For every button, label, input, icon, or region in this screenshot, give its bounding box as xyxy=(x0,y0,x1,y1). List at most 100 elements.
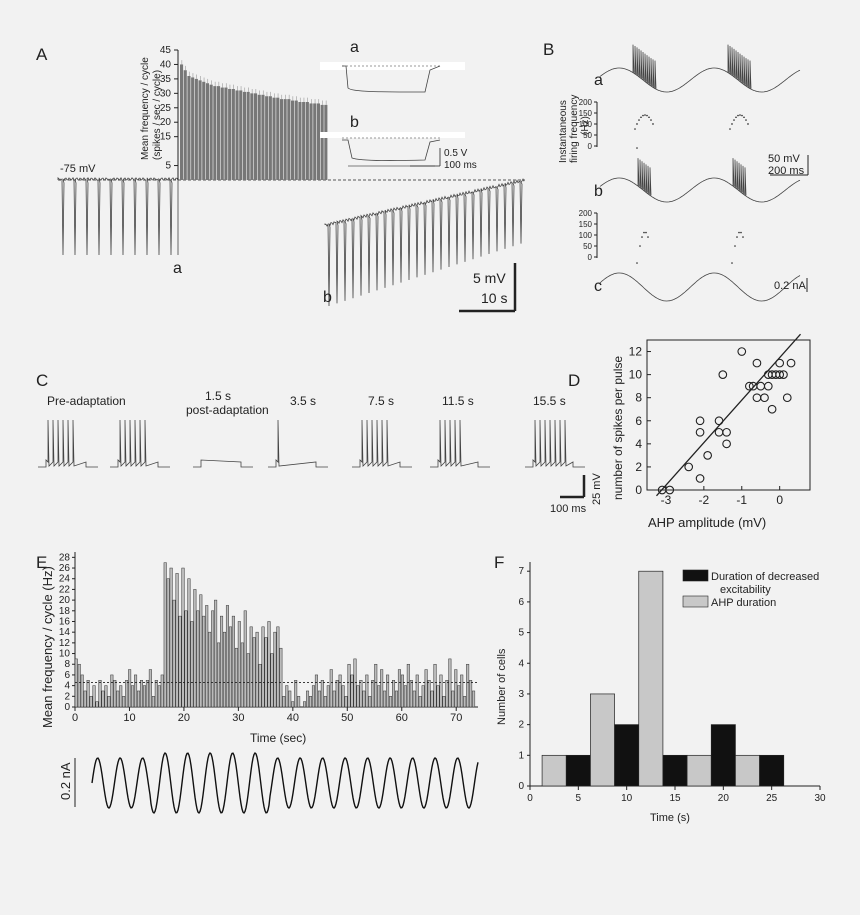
e-bar xyxy=(74,658,78,708)
inset-y-tick-label: 30 xyxy=(160,88,172,99)
e-current-label: 0.2 nA xyxy=(58,762,73,800)
e-y-tick-label: 12 xyxy=(59,638,71,649)
e-bar xyxy=(386,674,390,708)
inset-bar xyxy=(202,81,206,180)
ifr-dot xyxy=(739,114,741,116)
inset-bar xyxy=(320,104,324,180)
e-bar xyxy=(454,669,458,708)
e-bar xyxy=(439,674,443,708)
inset-step-a-label: a xyxy=(350,39,359,56)
d-point xyxy=(763,381,773,391)
d-point xyxy=(684,462,694,472)
ifr-tick-label: 0 xyxy=(588,253,593,262)
ifr-tick-label: 150 xyxy=(579,109,593,118)
inset-bar xyxy=(316,103,320,180)
e-bar xyxy=(335,680,339,708)
f-x-tick-label: 15 xyxy=(669,793,681,804)
ifr-dot xyxy=(641,236,643,238)
ifr-dot xyxy=(636,262,638,264)
ifr-dot xyxy=(731,262,733,264)
inset-bar xyxy=(324,104,328,180)
f-bar-ahp xyxy=(541,754,567,787)
inset-bar xyxy=(283,99,287,180)
d-point xyxy=(665,485,675,495)
e-bar xyxy=(469,680,473,708)
scatter-ahp-vs-spikes: -3 -2 -1 0 0 2 4 6 8 10 12 xyxy=(629,333,811,507)
inset-y-tick-label: 35 xyxy=(160,74,172,85)
e-bar xyxy=(243,610,247,708)
e-bar xyxy=(181,567,185,708)
ifr-dot xyxy=(652,123,654,125)
d-point xyxy=(775,370,785,379)
e-bar xyxy=(311,685,315,708)
d-point xyxy=(779,370,788,379)
f-ylabel: Number of cells xyxy=(496,648,508,725)
c-title-pre: Pre-adaptation xyxy=(47,394,126,408)
e-bar xyxy=(303,701,307,708)
inset-bar xyxy=(205,83,209,180)
scale-mv-label: 5 mV xyxy=(473,270,506,286)
inset-bar xyxy=(309,103,313,180)
e-y-tick-label: 2 xyxy=(64,691,70,702)
panel-label-d: D xyxy=(568,371,580,390)
d-point xyxy=(722,427,731,437)
ifr-ylabel-1: Instantaneous xyxy=(558,100,569,163)
d-xlabel: AHP amplitude (mV) xyxy=(648,515,766,530)
inset-bar xyxy=(313,103,317,180)
e-bar xyxy=(427,680,431,708)
e-y-tick-label: 10 xyxy=(59,649,71,660)
current-trace-bc xyxy=(599,272,801,302)
legend-label-decreased: Duration of decreased xyxy=(711,571,819,583)
f-x-tick-label: 25 xyxy=(766,793,778,804)
inset-bar xyxy=(272,97,276,180)
e-bar xyxy=(202,615,206,708)
e-bar xyxy=(220,615,224,708)
ifr-axis-b: 200 150 100 50 0 xyxy=(579,209,598,262)
ifr-tick-label: 100 xyxy=(579,231,593,240)
e-current-sine xyxy=(91,751,479,815)
e-bar xyxy=(151,696,155,708)
e-bar xyxy=(297,696,301,708)
f-x-tick-label: 20 xyxy=(718,793,730,804)
e-x-tick-label: 20 xyxy=(178,712,190,724)
c-spike-traces xyxy=(38,419,585,468)
trace-ba-label: a xyxy=(594,72,603,89)
d-point xyxy=(722,439,731,449)
e-bar xyxy=(353,658,357,708)
d-point xyxy=(786,358,796,368)
e-bar xyxy=(175,573,179,708)
ifr-dot xyxy=(643,231,645,234)
ifr-dot xyxy=(733,119,735,121)
e-bar xyxy=(400,674,404,708)
e-bar xyxy=(107,696,111,708)
e-bar xyxy=(421,685,425,708)
inset-bar xyxy=(250,93,254,180)
c-title-7-5s: 7.5 s xyxy=(368,394,394,408)
e-bar xyxy=(134,674,138,708)
ifr-dot xyxy=(734,245,736,247)
panel-c: Pre-adaptation 1.5 s post-adaptation 3.5… xyxy=(38,389,603,515)
f-bar-decreased xyxy=(710,724,736,787)
e-bar xyxy=(445,680,449,708)
inset-bar xyxy=(276,97,280,180)
e-bar xyxy=(98,680,102,708)
ifr-dot xyxy=(741,114,743,117)
ifr-dot xyxy=(731,123,733,125)
e-bar xyxy=(258,663,262,708)
e-bar xyxy=(217,642,221,708)
e-bar xyxy=(184,610,188,708)
c-title-1-5s: 1.5 s xyxy=(205,389,231,403)
e-bar xyxy=(415,674,419,708)
ifr-dot xyxy=(735,116,737,119)
c-title-post: post-adaptation xyxy=(186,403,269,417)
d-point xyxy=(737,347,747,356)
e-bar xyxy=(403,685,407,708)
e-bar xyxy=(264,637,268,708)
e-bar xyxy=(392,680,396,708)
e-ylabel: Mean frequency / cycle (Hz) xyxy=(40,566,55,728)
inset-bar xyxy=(242,91,246,180)
e-bar xyxy=(154,680,158,708)
e-bar xyxy=(347,663,351,708)
inset-bar xyxy=(220,87,224,180)
e-bar xyxy=(237,621,241,708)
